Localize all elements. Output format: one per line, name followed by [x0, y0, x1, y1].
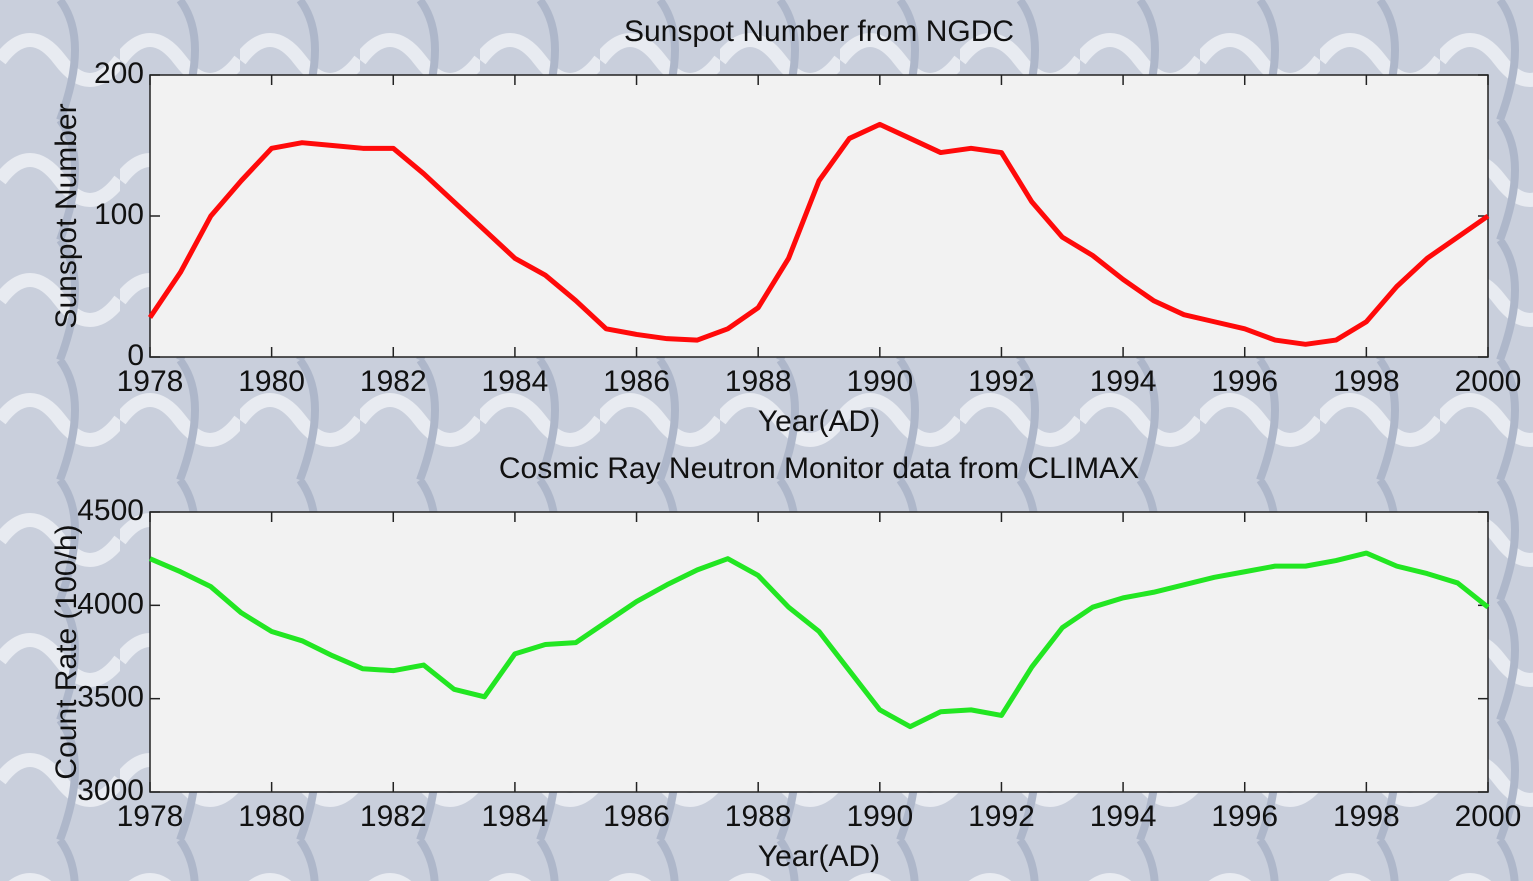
- x-tick-label: 1980: [238, 365, 305, 398]
- x-tick-label: 1990: [846, 365, 913, 398]
- x-tick-label: 1990: [846, 800, 913, 833]
- x-tick-label: 1978: [117, 800, 184, 833]
- x-tick-label: 2000: [1455, 800, 1522, 833]
- x-tick-label: 1994: [1090, 800, 1157, 833]
- x-axis-label: Year(AD): [758, 840, 880, 873]
- x-tick-label: 2000: [1455, 365, 1522, 398]
- x-tick-label: 1998: [1333, 365, 1400, 398]
- x-tick-label: 1988: [725, 365, 792, 398]
- plot-area: [149, 74, 1489, 358]
- x-tick-label: 1986: [603, 800, 670, 833]
- x-tick-label: 1996: [1211, 365, 1278, 398]
- x-tick-label: 1996: [1211, 800, 1278, 833]
- y-axis-label: Sunspot Number: [50, 103, 83, 328]
- x-tick-label: 1992: [968, 800, 1035, 833]
- x-tick-label: 1982: [360, 365, 427, 398]
- y-tick-label: 100: [94, 198, 144, 231]
- plot-area: [149, 511, 1489, 793]
- x-tick-label: 1984: [482, 365, 549, 398]
- x-tick-label: 1986: [603, 365, 670, 398]
- x-tick-label: 1980: [238, 800, 305, 833]
- y-tick-label: 3000: [77, 774, 144, 807]
- y-tick-label: 3500: [77, 681, 144, 714]
- x-tick-label: 1994: [1090, 365, 1157, 398]
- x-tick-label: 1978: [117, 365, 184, 398]
- x-tick-label: 1982: [360, 800, 427, 833]
- data-line: [149, 550, 1490, 730]
- x-tick-label: 1992: [968, 365, 1035, 398]
- x-axis-label: Year(AD): [758, 405, 880, 438]
- y-tick-label: 4000: [77, 587, 144, 620]
- x-tick-label: 1988: [725, 800, 792, 833]
- x-tick-label: 1998: [1333, 800, 1400, 833]
- y-axis-label: Count Rate (100/h): [50, 524, 83, 779]
- y-tick-label: 4500: [77, 494, 144, 527]
- y-tick-label: 200: [94, 57, 144, 90]
- y-tick-label: 0: [127, 339, 144, 372]
- x-tick-label: 1984: [482, 800, 549, 833]
- data-line: [147, 121, 1490, 347]
- chart-title: Cosmic Ray Neutron Monitor data from CLI…: [499, 452, 1139, 485]
- chart-title: Sunspot Number from NGDC: [624, 15, 1014, 48]
